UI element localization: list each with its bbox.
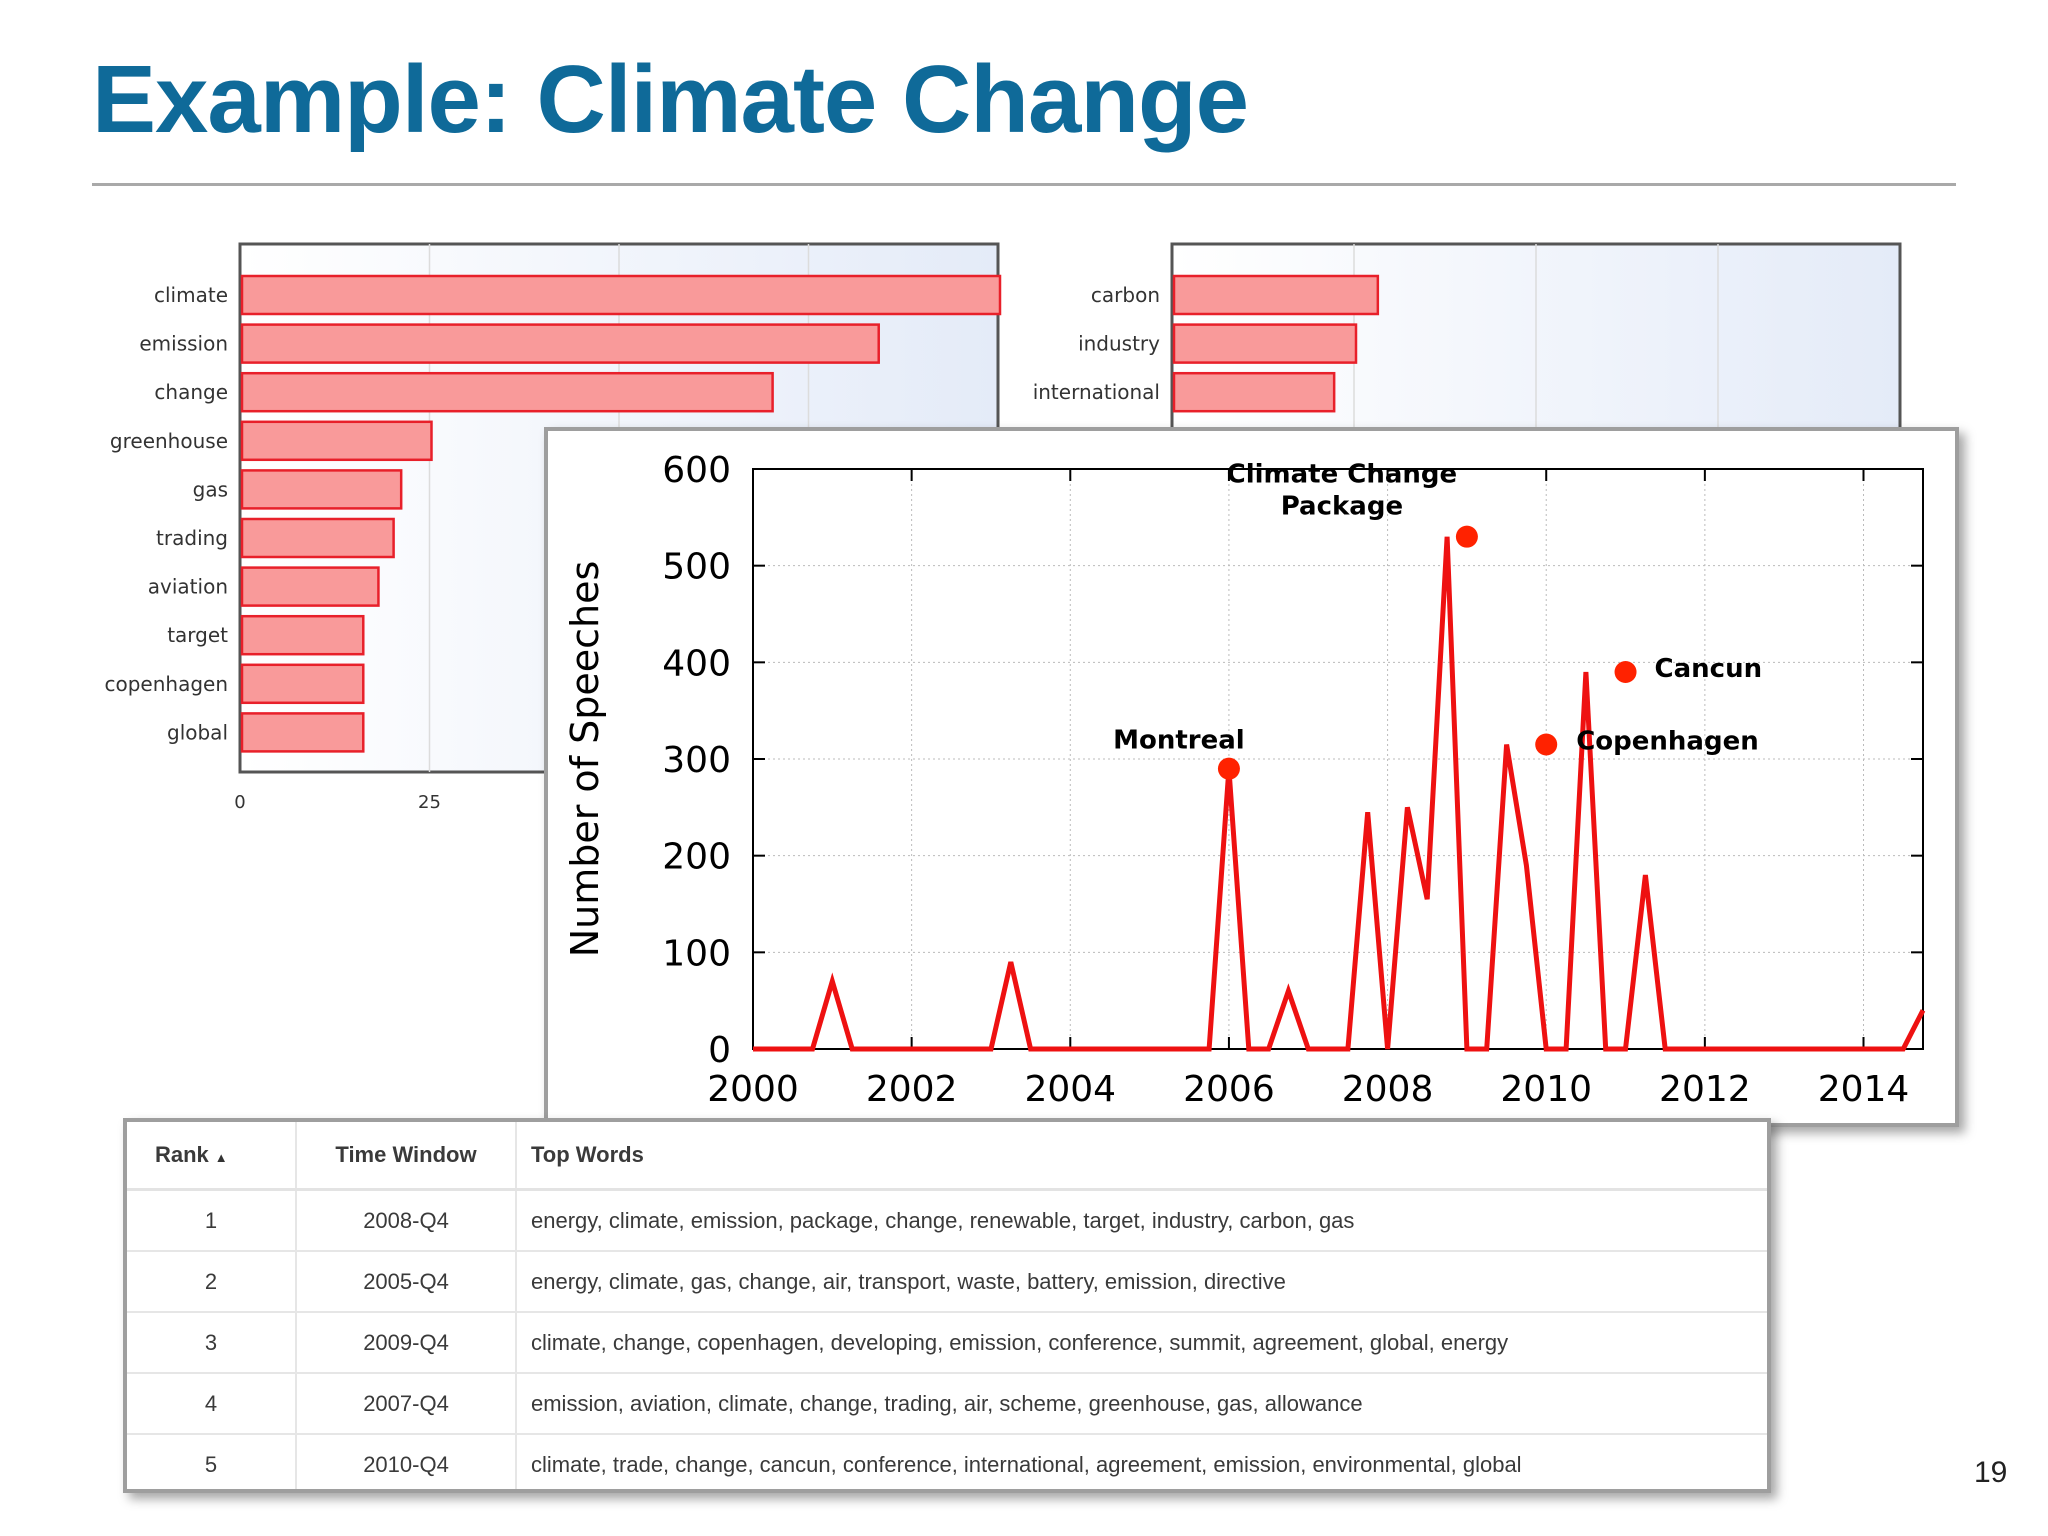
annotation-label: Climate Change [1227, 460, 1458, 490]
bar [1172, 323, 1358, 364]
x-tick-label: 2004 [1024, 1069, 1116, 1110]
rank-header-label: Rank [155, 1142, 209, 1167]
bar [240, 614, 365, 656]
time-window-cell: 2005-Q4 [296, 1250, 517, 1312]
top-words-cell: energy, climate, emission, package, chan… [516, 1188, 1767, 1251]
line-chart-svg: 0 100 200 300 400 500 600 2000 2002 2004 2006 2008 2… [563, 450, 1926, 1110]
page-number: 19 [1974, 1456, 2008, 1489]
annotation-label: Montreal [1113, 726, 1245, 756]
category-label: trading [156, 526, 228, 550]
bar [240, 566, 380, 607]
x-tick-label: 25 [418, 792, 441, 813]
rank-cell: 4 [127, 1372, 297, 1434]
bar [240, 274, 1002, 316]
top-words-table-panel: Rank ▲ Time Window Top Words 1 2008-Q4 en… [123, 1118, 1771, 1493]
annotation-label: Package [1281, 492, 1403, 522]
top-words-cell: emission, aviation, climate, change, tra… [516, 1372, 1767, 1434]
table-row[interactable]: 1 2008-Q4 energy, climate, emission, pac… [127, 1188, 1767, 1251]
category-label: copenhagen [104, 672, 228, 696]
annotation-label: Copenhagen [1576, 727, 1759, 757]
rank-cell: 3 [127, 1311, 297, 1373]
annotation-marker [1455, 525, 1478, 548]
y-tick-label: 500 [662, 547, 731, 588]
category-label: change [154, 380, 228, 404]
bar [240, 323, 880, 364]
top-words-cell: energy, climate, gas, change, air, trans… [516, 1250, 1767, 1312]
bar [1172, 371, 1336, 413]
y-tick-label: 400 [662, 643, 731, 684]
rank-column-header[interactable]: Rank ▲ [127, 1122, 297, 1191]
category-label: carbon [1091, 283, 1160, 307]
category-label: global [167, 720, 228, 744]
series-line [753, 536, 1926, 1052]
category-label: aviation [148, 575, 228, 599]
category-label: international [1033, 380, 1160, 404]
slide-title: Example: Climate Change [92, 46, 1249, 153]
annotation-marker [1535, 733, 1558, 756]
bar [240, 420, 433, 462]
table-row[interactable]: 5 2010-Q4 climate, trade, change, cancun… [127, 1433, 1767, 1489]
category-label: industry [1078, 332, 1160, 356]
x-tick-label: 2008 [1342, 1069, 1434, 1110]
y-axis-label: Number of Speeches [563, 561, 607, 958]
x-tick-label: 2014 [1818, 1069, 1910, 1110]
top-words-cell: climate, trade, change, cancun, conferen… [516, 1433, 1767, 1489]
time-window-cell: 2007-Q4 [296, 1372, 517, 1434]
x-tick-label: 2012 [1659, 1069, 1751, 1110]
x-tick-label: 0 [234, 792, 245, 813]
bar [1172, 274, 1380, 316]
x-tick-label: 2002 [866, 1069, 958, 1110]
category-label: emission [139, 332, 228, 356]
time-window-cell: 2008-Q4 [296, 1188, 517, 1251]
bar-chart-right-svg: carbon industry international [1033, 242, 1902, 430]
annotation-marker [1614, 661, 1637, 683]
x-tick-label: 2010 [1500, 1069, 1592, 1110]
x-tick-label: 2006 [1183, 1069, 1275, 1110]
y-tick-label: 600 [662, 450, 731, 491]
table-row[interactable]: 3 2009-Q4 climate, change, copenhagen, d… [127, 1311, 1767, 1373]
category-label: target [167, 623, 228, 647]
y-tick-label: 300 [662, 740, 731, 781]
table-row[interactable]: 4 2007-Q4 emission, aviation, climate, c… [127, 1372, 1767, 1434]
y-tick-label: 0 [708, 1030, 731, 1071]
table-header-row: Rank ▲ Time Window Top Words [127, 1122, 1767, 1191]
bar [240, 712, 365, 753]
rank-cell: 5 [127, 1433, 297, 1489]
y-tick-label: 100 [662, 933, 731, 974]
table-row[interactable]: 2 2005-Q4 energy, climate, gas, change, … [127, 1250, 1767, 1312]
time-window-cell: 2010-Q4 [296, 1433, 517, 1489]
x-tick-label: 2000 [707, 1069, 799, 1110]
sort-ascending-icon: ▲ [214, 1150, 228, 1165]
time-window-cell: 2009-Q4 [296, 1311, 517, 1373]
rank-cell: 1 [127, 1188, 297, 1251]
bar [240, 517, 395, 559]
speeches-line-chart: 0 100 200 300 400 500 600 2000 2002 2004 2006 2008 2… [544, 427, 1959, 1127]
rank-cell: 2 [127, 1250, 297, 1312]
category-label: greenhouse [110, 429, 228, 453]
bar [240, 469, 403, 510]
top-words-column-header[interactable]: Top Words [516, 1122, 1767, 1191]
top-words-table: Rank ▲ Time Window Top Words 1 2008-Q4 en… [127, 1122, 1767, 1489]
bar [240, 663, 365, 705]
annotation-label: Cancun [1655, 654, 1763, 684]
top-words-bar-chart-right: carbon industry international [1030, 240, 1930, 430]
time-window-column-header[interactable]: Time Window [296, 1122, 517, 1191]
y-tick-label: 200 [662, 837, 731, 878]
category-label: climate [154, 283, 228, 307]
bar [240, 371, 774, 413]
top-words-cell: climate, change, copenhagen, developing,… [516, 1311, 1767, 1373]
category-label: gas [193, 477, 228, 501]
title-divider [92, 183, 1956, 186]
annotation-marker [1217, 757, 1240, 780]
